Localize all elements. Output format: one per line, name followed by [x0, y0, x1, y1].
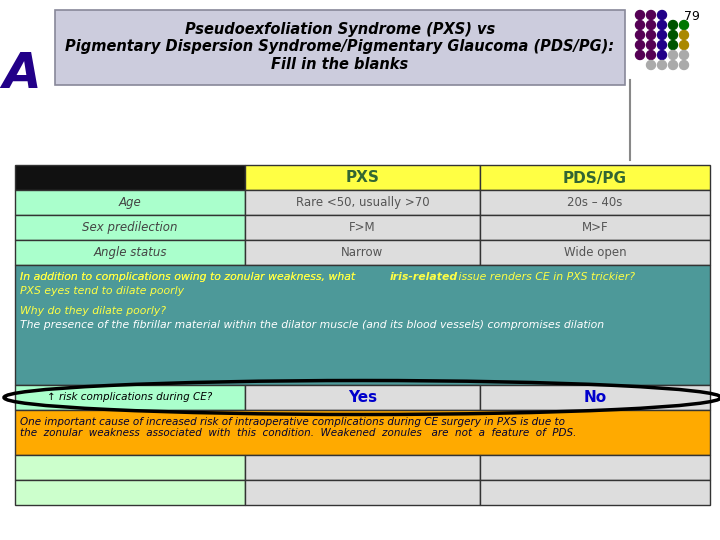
- Text: PXS: PXS: [346, 171, 379, 186]
- Text: Angle status: Angle status: [94, 246, 167, 259]
- Text: Sex predilection: Sex predilection: [82, 221, 178, 234]
- Bar: [480, 240, 710, 265]
- Circle shape: [680, 40, 688, 50]
- Bar: [15, 190, 245, 215]
- Bar: [245, 385, 480, 410]
- Text: Why do they dilate poorly?: Why do they dilate poorly?: [20, 306, 166, 316]
- Circle shape: [668, 51, 678, 59]
- Bar: [480, 480, 710, 505]
- Circle shape: [680, 51, 688, 59]
- Bar: [245, 240, 480, 265]
- Text: Pseudoexfoliation Syndrome (PXS) vs
Pigmentary Dispersion Syndrome/Pigmentary Gl: Pseudoexfoliation Syndrome (PXS) vs Pigm…: [66, 22, 615, 72]
- Circle shape: [680, 30, 688, 39]
- Circle shape: [647, 30, 655, 39]
- Circle shape: [657, 30, 667, 39]
- Bar: [15, 165, 245, 190]
- Circle shape: [647, 21, 655, 30]
- Bar: [15, 265, 710, 385]
- Circle shape: [657, 10, 667, 19]
- Text: No: No: [583, 390, 606, 405]
- Text: issue renders CE in PXS trickier?: issue renders CE in PXS trickier?: [455, 272, 635, 282]
- Text: PXS eyes tend to dilate poorly: PXS eyes tend to dilate poorly: [20, 286, 184, 296]
- Text: In addition to complications owing to zonular weakness, what: In addition to complications owing to zo…: [20, 272, 359, 282]
- Circle shape: [647, 51, 655, 59]
- Text: Rare <50, usually >70: Rare <50, usually >70: [296, 196, 429, 209]
- Text: A: A: [3, 50, 41, 98]
- Bar: [55, 10, 625, 85]
- Text: Wide open: Wide open: [564, 246, 626, 259]
- Text: M>F: M>F: [582, 221, 608, 234]
- Bar: [245, 455, 480, 480]
- Bar: [15, 410, 710, 455]
- Circle shape: [636, 10, 644, 19]
- Text: 79: 79: [684, 10, 700, 23]
- Bar: [15, 385, 245, 410]
- Circle shape: [657, 40, 667, 50]
- Circle shape: [636, 30, 644, 39]
- Text: One important cause of increased risk of intraoperative complications during CE : One important cause of increased risk of…: [20, 417, 577, 438]
- Text: iris-related: iris-related: [390, 272, 458, 282]
- Circle shape: [636, 40, 644, 50]
- Bar: [480, 455, 710, 480]
- Text: Narrow: Narrow: [341, 246, 384, 259]
- Bar: [15, 480, 245, 505]
- Text: In addition to complications owing to zonular weakness, what: In addition to complications owing to zo…: [20, 272, 359, 282]
- Circle shape: [647, 60, 655, 70]
- Text: In addition to complications owing to zonular weakness, what iris-related: In addition to complications owing to zo…: [20, 272, 472, 282]
- Circle shape: [657, 51, 667, 59]
- Bar: [480, 165, 710, 190]
- Circle shape: [647, 40, 655, 50]
- Bar: [480, 190, 710, 215]
- Circle shape: [668, 30, 678, 39]
- Circle shape: [668, 21, 678, 30]
- Circle shape: [668, 40, 678, 50]
- Bar: [245, 165, 480, 190]
- Circle shape: [680, 60, 688, 70]
- Circle shape: [680, 21, 688, 30]
- Bar: [15, 240, 245, 265]
- Text: 20s – 40s: 20s – 40s: [567, 196, 623, 209]
- Text: The presence of the fibrillar material within the dilator muscle (and its blood : The presence of the fibrillar material w…: [20, 320, 604, 330]
- Circle shape: [636, 21, 644, 30]
- Bar: [15, 215, 245, 240]
- Bar: [245, 215, 480, 240]
- Text: Age: Age: [119, 196, 141, 209]
- Text: Yes: Yes: [348, 390, 377, 405]
- Circle shape: [668, 60, 678, 70]
- Bar: [15, 455, 245, 480]
- Bar: [480, 215, 710, 240]
- Circle shape: [657, 21, 667, 30]
- Circle shape: [636, 51, 644, 59]
- Circle shape: [657, 60, 667, 70]
- Text: ↑ risk complications during CE?: ↑ risk complications during CE?: [48, 393, 212, 402]
- Bar: [480, 385, 710, 410]
- Circle shape: [647, 10, 655, 19]
- Bar: [245, 190, 480, 215]
- Bar: [245, 480, 480, 505]
- Text: F>M: F>M: [349, 221, 376, 234]
- Text: PDS/PG: PDS/PG: [563, 171, 627, 186]
